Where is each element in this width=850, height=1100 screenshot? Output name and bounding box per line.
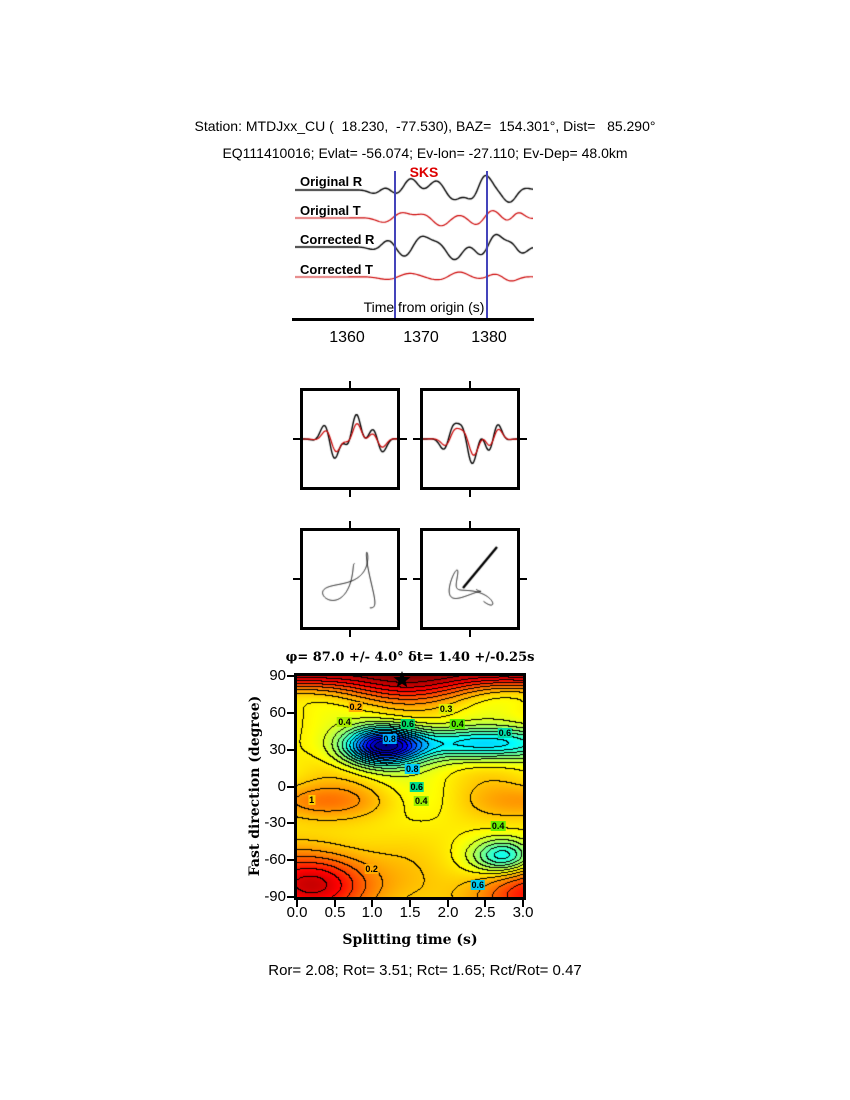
x-axis-tick	[446, 900, 449, 907]
axis-tick	[413, 578, 420, 580]
phase-label-sks: SKS	[409, 164, 439, 180]
y-tick-m30: -30	[264, 814, 286, 831]
axis-tick	[349, 490, 351, 497]
axis-tick	[349, 521, 351, 528]
result-ratios-footer: Ror= 2.08; Rot= 3.51; Rct= 1.65; Rct/Rot…	[268, 962, 582, 979]
contour-title: φ= 87.0 +/- 4.0° δt= 1.40 +/-0.25s	[285, 650, 535, 665]
contour-label: 0.6	[470, 879, 486, 890]
axis-tick	[349, 630, 351, 637]
trace-label-original-r: Original R	[300, 174, 363, 189]
waveform-compare-canvas	[303, 391, 397, 487]
x-axis-tick	[484, 900, 487, 907]
axis-tick	[349, 381, 351, 388]
axis-tick	[469, 630, 471, 637]
window-start-line	[394, 171, 396, 318]
y-axis-tick	[287, 785, 294, 788]
x-tick-10: 1.0	[361, 904, 383, 921]
waveform-compare-box-corrected	[420, 388, 520, 490]
contour-label: 0.6	[400, 718, 415, 729]
contour-label: 0.6	[409, 781, 425, 792]
time-tick-1360: 1360	[329, 329, 365, 346]
contour-label: 0.8	[382, 733, 397, 744]
y-tick-m90: -90	[264, 888, 286, 905]
y-axis-tick	[287, 822, 294, 825]
y-tick-60: 60	[269, 704, 286, 721]
y-axis-tick	[287, 859, 294, 862]
x-axis-tick	[333, 900, 336, 907]
y-tick-30: 30	[269, 741, 286, 758]
x-tick-30: 3.0	[512, 904, 534, 921]
axis-tick	[400, 438, 407, 440]
axis-tick	[413, 438, 420, 440]
hodogram-box-original	[300, 528, 400, 630]
axis-tick	[293, 578, 300, 580]
x-axis-tick	[522, 900, 524, 907]
contour-label: 0.3	[438, 704, 454, 715]
contour-label: 0.8	[404, 763, 420, 774]
x-axis-tick	[409, 900, 411, 907]
x-tick-05: 0.5	[324, 904, 346, 921]
y-axis-tick	[287, 748, 294, 751]
seismogram-traces-canvas	[295, 168, 533, 316]
contour-label: 1	[308, 794, 316, 805]
y-axis-tick	[287, 896, 294, 898]
time-tick-1370: 1370	[403, 329, 439, 346]
best-fit-star-icon	[393, 671, 411, 688]
contour-label: 0.4	[490, 821, 506, 832]
window-end-line	[486, 171, 488, 318]
hodogram-canvas	[423, 531, 517, 627]
x-tick-0: 0.0	[286, 904, 308, 921]
x-tick-25: 2.5	[474, 904, 496, 921]
x-tick-20: 2.0	[437, 904, 459, 921]
y-tick-m60: -60	[264, 851, 286, 868]
contour-label: 0.4	[414, 795, 429, 806]
x-axis-tick	[296, 900, 298, 907]
station-header: Station: MTDJxx_CU ( 18.230, -77.530), B…	[194, 118, 656, 134]
y-tick-90: 90	[269, 667, 286, 684]
contour-label: 0.4	[337, 717, 352, 728]
trace-label-corrected-r: Corrected R	[300, 232, 375, 247]
y-axis-tick	[287, 675, 294, 677]
waveform-compare-canvas	[423, 391, 517, 487]
time-axis-line	[292, 318, 534, 321]
y-axis-tick	[287, 711, 294, 714]
y-tick-0: 0	[277, 778, 286, 795]
axis-tick	[469, 381, 471, 388]
axis-tick	[520, 578, 527, 580]
contour-label: 0.2	[348, 701, 364, 712]
time-tick-1380: 1380	[471, 329, 507, 346]
axis-tick	[293, 438, 300, 440]
trace-label-original-t: Original T	[300, 203, 361, 218]
contour-label: 0.2	[364, 864, 379, 875]
hodogram-canvas	[303, 531, 397, 627]
axis-tick	[400, 578, 407, 580]
axis-tick	[469, 521, 471, 528]
trace-label-corrected-t: Corrected T	[300, 262, 373, 277]
x-axis-label: Splitting time (s)	[342, 932, 478, 948]
time-axis-label: Time from origin (s)	[363, 299, 485, 315]
x-axis-tick	[371, 900, 374, 907]
waveform-compare-box-original	[300, 388, 400, 490]
axis-tick	[469, 490, 471, 497]
contour-label: 0.6	[497, 728, 513, 739]
hodogram-box-corrected	[420, 528, 520, 630]
axis-tick	[520, 438, 527, 440]
contour-label: 0.4	[450, 718, 465, 729]
x-tick-15: 1.5	[399, 904, 421, 921]
event-header: EQ111410016; Evlat= -56.074; Ev-lon= -27…	[222, 145, 628, 161]
